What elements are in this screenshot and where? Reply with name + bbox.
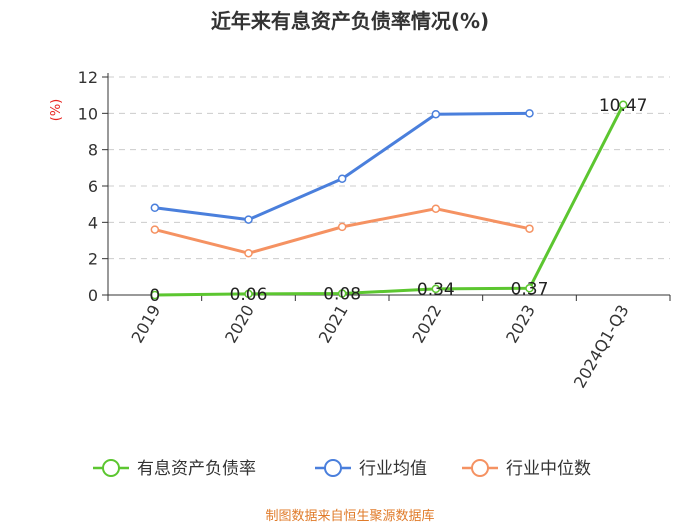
legend-label: 行业均值 <box>359 459 427 479</box>
x-tick-label: 2023 <box>502 302 539 347</box>
y-axis-label: (%) <box>49 99 64 122</box>
legend-marker <box>102 459 120 477</box>
series-line <box>154 111 530 222</box>
y-tick-label: 8 <box>88 141 98 160</box>
data-point <box>244 248 253 258</box>
source-note: 制图数据来自恒生聚源数据库 <box>265 508 434 524</box>
y-tick-label: 6 <box>88 177 98 196</box>
data-point <box>150 203 160 213</box>
chart-title: 近年来有息资产负债率情况(%) <box>211 9 489 33</box>
x-tick-label: 2019 <box>127 302 164 347</box>
data-point <box>244 215 253 224</box>
data-label: 0 <box>149 286 160 306</box>
legend-label: 行业中位数 <box>506 459 591 479</box>
data-point <box>431 204 441 213</box>
x-tick-label: 2021 <box>315 302 352 347</box>
data-label: 0.34 <box>417 280 455 300</box>
x-tick-label: 2020 <box>221 302 258 347</box>
data-point <box>618 100 628 110</box>
y-tick-label: 0 <box>88 286 98 305</box>
data-label: 10.47 <box>599 96 648 116</box>
x-tick-label: 2022 <box>408 302 445 347</box>
data-point <box>337 289 347 298</box>
data-label: 0.37 <box>511 279 549 299</box>
series-line <box>154 104 625 297</box>
y-tick-label: 10 <box>78 104 98 123</box>
legend-label: 有息资产负债率 <box>137 459 256 479</box>
series-layer: 0 0.06 0.08 0.34 0.37 10.47 <box>149 96 647 306</box>
data-point <box>525 224 534 233</box>
grid <box>108 76 670 260</box>
data-point <box>150 290 160 300</box>
data-point <box>431 109 441 119</box>
data-label: 0.06 <box>230 285 268 305</box>
y-tick-label: 2 <box>88 250 98 269</box>
data-point <box>244 289 253 299</box>
data-point <box>525 284 534 293</box>
data-point <box>337 222 347 232</box>
data-point <box>150 225 160 234</box>
data-label: 0.08 <box>323 285 361 305</box>
x-tick-label: 2024Q1-Q3 <box>570 302 633 392</box>
legend-marker <box>324 459 342 477</box>
data-point <box>525 109 534 118</box>
data-point <box>431 284 441 294</box>
axes: 0 2 4 6 8 10 12 2019 2020 2021 2022 2023 2024Q1-Q3 <box>78 68 671 392</box>
legend: 有息资产负债率 行业均值 行业中位数 <box>93 459 591 479</box>
legend-marker <box>471 459 489 477</box>
y-tick-label: 4 <box>88 213 98 232</box>
y-tick-label: 12 <box>78 68 98 87</box>
data-point <box>337 174 347 183</box>
